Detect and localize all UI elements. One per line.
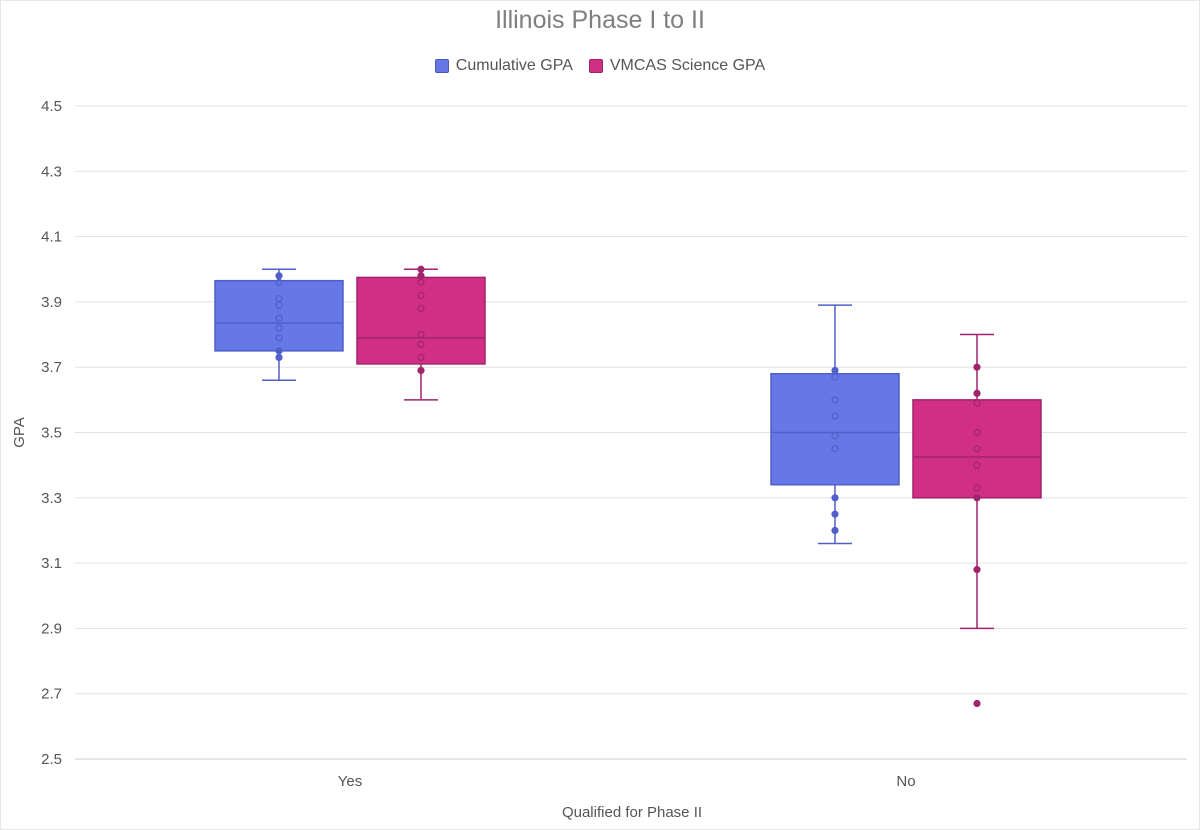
box-cumulative-gpa-no-point	[831, 373, 839, 381]
box-vmcas-science-gpa-yes-point	[417, 278, 425, 286]
box-vmcas-science-gpa-yes	[356, 276, 486, 365]
box-vmcas-science-gpa-no-point	[973, 399, 981, 407]
y-tick-label: 4.3	[41, 163, 62, 180]
box-cumulative-gpa-no-point	[831, 432, 839, 440]
box-vmcas-science-gpa-yes-point	[417, 366, 425, 375]
x-axis-title: Qualified for Phase II	[562, 804, 702, 821]
box-cumulative-gpa-no-point	[831, 526, 839, 535]
box-cumulative-gpa-no-point	[831, 510, 839, 518]
y-tick-label: 4.5	[41, 98, 62, 115]
box-vmcas-science-gpa-yes-point	[417, 291, 425, 299]
legend-label-cumulative-gpa: Cumulative GPA	[455, 57, 573, 74]
box-cumulative-gpa-no-point	[831, 366, 839, 375]
box-vmcas-science-gpa-no-point	[973, 699, 981, 708]
chart-title: Illinois Phase I to II	[495, 6, 705, 34]
y-tick-label: 3.3	[41, 490, 62, 507]
legend-swatch-vmcas-science-gpa	[588, 59, 603, 73]
box-cumulative-gpa-no-point	[831, 412, 839, 420]
y-tick-label: 2.5	[41, 751, 62, 768]
legend: Cumulative GPA VMCAS Science GPA	[0, 57, 1200, 75]
box-cumulative-gpa-yes-point	[275, 324, 283, 332]
box-cumulative-gpa-yes-point	[275, 353, 283, 362]
box-vmcas-science-gpa-yes-point	[417, 353, 425, 362]
y-tick-label: 3.9	[41, 294, 62, 311]
box-vmcas-science-gpa-no-point	[973, 428, 981, 437]
box-cumulative-gpa-no-point	[831, 396, 839, 404]
y-tick-label: 3.1	[41, 555, 62, 572]
box-vmcas-science-gpa-no-point	[973, 566, 981, 574]
y-tick-label: 3.5	[41, 425, 62, 442]
box-cumulative-gpa-yes-point	[275, 278, 283, 286]
box-cumulative-gpa-yes-point	[275, 314, 283, 322]
box-vmcas-science-gpa-yes-point	[417, 340, 425, 348]
box-vmcas-science-gpa-yes-point	[417, 330, 425, 339]
box-vmcas-science-gpa-yes-point	[417, 265, 425, 273]
y-tick-label: 2.9	[41, 620, 62, 637]
x-tick-label-no: No	[896, 773, 915, 790]
legend-label-vmcas-science-gpa: VMCAS Science GPA	[609, 57, 766, 74]
box-vmcas-science-gpa-no-point	[973, 363, 981, 371]
y-axis-title: GPA	[11, 417, 28, 448]
x-tick-label-yes: Yes	[338, 773, 362, 790]
box-cumulative-gpa-yes-point	[275, 347, 283, 355]
box-vmcas-science-gpa-no	[912, 399, 1042, 499]
box-cumulative-gpa-no-point	[831, 494, 839, 502]
box-cumulative-gpa-yes-point	[275, 272, 283, 280]
box-vmcas-science-gpa-no-point	[973, 389, 981, 397]
y-tick-label: 3.7	[41, 359, 62, 376]
box-cumulative-gpa-yes-point	[275, 334, 283, 342]
box-vmcas-science-gpa-no-point	[973, 445, 981, 453]
box-cumulative-gpa-no	[770, 372, 900, 486]
box-vmcas-science-gpa-no-point	[973, 461, 981, 469]
box-vmcas-science-gpa-yes-point	[417, 304, 425, 313]
box-vmcas-science-gpa-no-point	[973, 494, 981, 502]
y-tick-label: 4.1	[41, 229, 62, 246]
legend-swatch-cumulative-gpa	[434, 59, 449, 73]
box-cumulative-gpa-no-point	[831, 445, 839, 453]
legend-item-vmcas-science-gpa[interactable]: VMCAS Science GPA	[588, 57, 766, 75]
box-cumulative-gpa-yes-point	[275, 301, 283, 309]
legend-item-cumulative-gpa[interactable]: Cumulative GPA	[434, 57, 573, 75]
y-tick-label: 2.7	[41, 686, 62, 703]
box-vmcas-science-gpa-yes-point	[417, 272, 425, 280]
box-vmcas-science-gpa-no-point	[973, 484, 981, 492]
